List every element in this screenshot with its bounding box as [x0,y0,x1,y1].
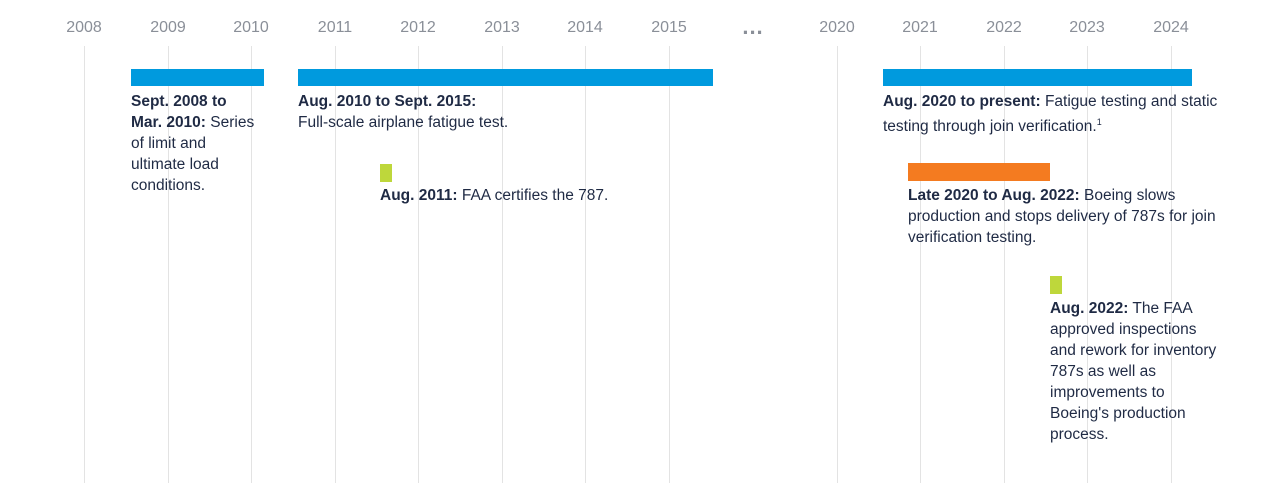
year-label-2015: 2015 [651,19,687,36]
event-date: Aug. 2011: [380,187,458,204]
event-join-verification-testing: Aug. 2020 to present: Fatigue testing an… [883,91,1223,137]
year-label-2014: 2014 [567,19,603,36]
timeline-gap-marker: ... [742,14,764,39]
gridline-2024 [1171,46,1172,483]
event-date: Aug. 2020 to present: [883,93,1041,110]
gridline-2008 [84,46,85,483]
bar-boeing-slows-production [908,163,1050,181]
year-label-2024: 2024 [1153,19,1189,36]
gridline-2011 [335,46,336,483]
year-label-2023: 2023 [1069,19,1105,36]
event-faa-approval: Aug. 2022: The FAA approved inspections … [1050,298,1225,445]
gridline-2009 [168,46,169,483]
gridline-2023 [1087,46,1088,483]
bar-limit-load-tests [131,69,264,86]
marker-faa-approval [1050,276,1062,294]
event-date: Sept. 2008 to Mar. 2010: [131,93,227,131]
event-description: Full-scale airplane fatigue test. [298,114,509,131]
gridline-2010 [251,46,252,483]
event-date: Aug. 2022: [1050,300,1129,317]
event-description: The FAA approved inspections and rework … [1050,300,1217,443]
gridline-2012 [418,46,419,483]
gridline-2020 [837,46,838,483]
gridline-2015 [669,46,670,483]
event-description: Series of limit and ultimate load condit… [131,114,255,194]
event-faa-certification: Aug. 2011: FAA certifies the 787. [380,185,700,206]
year-label-2009: 2009 [150,19,186,36]
event-fatigue-test: Aug. 2010 to Sept. 2015: Full-scale airp… [298,91,698,133]
year-label-2012: 2012 [400,19,436,36]
year-label-2020: 2020 [819,19,855,36]
year-label-2011: 2011 [317,19,353,36]
gridline-2013 [502,46,503,483]
bar-fatigue-test [298,69,713,86]
gridline-2014 [585,46,586,483]
gridline-2022 [1004,46,1005,483]
year-label-2013: 2013 [484,19,520,36]
year-label-2022: 2022 [986,19,1022,36]
event-date: Late 2020 to Aug. 2022: [908,187,1080,204]
year-label-2008: 2008 [66,19,102,36]
year-label-2010: 2010 [233,19,269,36]
event-description: FAA certifies the 787. [461,187,609,204]
marker-faa-certification [380,164,392,182]
event-limit-load-tests: Sept. 2008 to Mar. 2010: Series of limit… [131,91,256,196]
bar-join-verification-testing [883,69,1192,86]
event-date: Aug. 2010 to Sept. 2015: [298,93,477,110]
event-description: Fatigue testing and static testing throu… [883,93,1218,136]
footnote-marker: 1 [1096,117,1102,127]
event-description: Boeing slows production and stops delive… [908,187,1216,246]
year-label-2021: 2021 [902,19,938,36]
gridline-2021 [920,46,921,483]
event-boeing-slows-production: Late 2020 to Aug. 2022: Boeing slows pro… [908,185,1223,248]
